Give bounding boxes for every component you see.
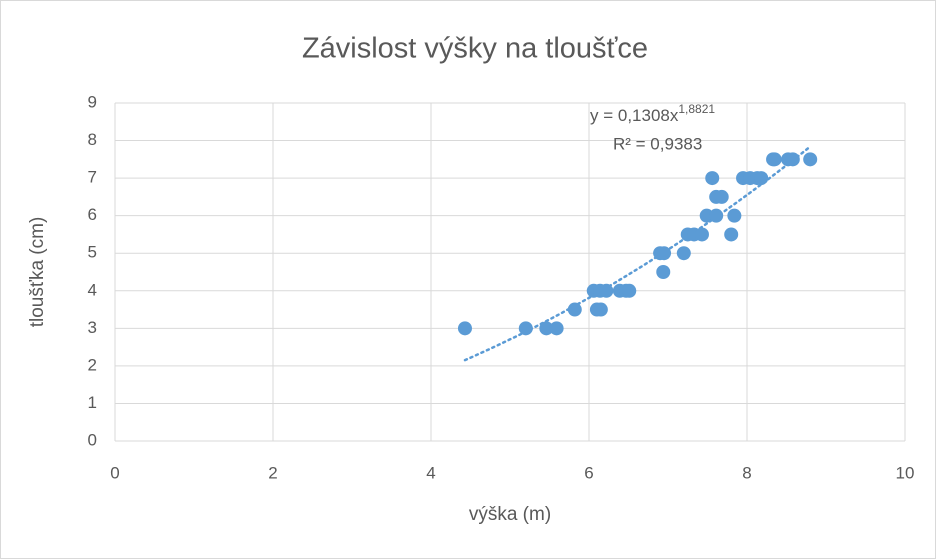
equation: y = 0,1308x <box>590 106 679 125</box>
point <box>599 283 614 298</box>
point <box>539 321 554 336</box>
y-tick-label: 5 <box>88 243 97 262</box>
y-tick-label: 8 <box>88 130 97 149</box>
point <box>705 171 720 186</box>
point <box>714 189 729 204</box>
y-tick-label: 1 <box>88 393 97 412</box>
y-axis-label: tloušťka (cm) <box>27 217 48 328</box>
x-tick-label: 2 <box>268 463 277 482</box>
y-tick-label: 6 <box>88 205 97 224</box>
y-tick-label: 3 <box>88 318 97 337</box>
x-tick-label: 10 <box>896 463 915 482</box>
point <box>767 152 782 167</box>
y-tick-label: 7 <box>88 168 97 187</box>
x-tick-label: 8 <box>742 463 751 482</box>
point <box>724 227 739 242</box>
chart-title: Závislost výšky na tloušťce <box>302 33 648 65</box>
point <box>656 265 671 279</box>
x-axis-label: výška (m) <box>469 504 551 525</box>
point <box>694 227 709 242</box>
x-tick-label: 6 <box>584 463 593 482</box>
point <box>785 152 800 167</box>
r-squared: R² = 0,9383 <box>613 134 702 153</box>
point <box>754 171 769 186</box>
point <box>457 321 472 336</box>
point <box>657 246 672 261</box>
point <box>727 208 742 223</box>
point <box>803 152 818 167</box>
y-tick-label: 0 <box>88 430 97 449</box>
point <box>709 208 724 223</box>
point <box>622 283 637 298</box>
x-tick-label: 4 <box>426 463 435 482</box>
point <box>549 321 564 336</box>
y-tick-label: 2 <box>88 355 97 374</box>
y-tick-label: 4 <box>88 280 97 299</box>
point <box>518 321 533 336</box>
trendline-equation: y = 0,1308x1,8821 <box>590 102 715 125</box>
point <box>676 246 691 261</box>
point <box>593 302 608 317</box>
x-tick-label: 0 <box>110 463 119 482</box>
y-tick-label: 9 <box>88 92 97 111</box>
point <box>567 302 582 317</box>
equation-exponent: 1,8821 <box>678 102 715 116</box>
